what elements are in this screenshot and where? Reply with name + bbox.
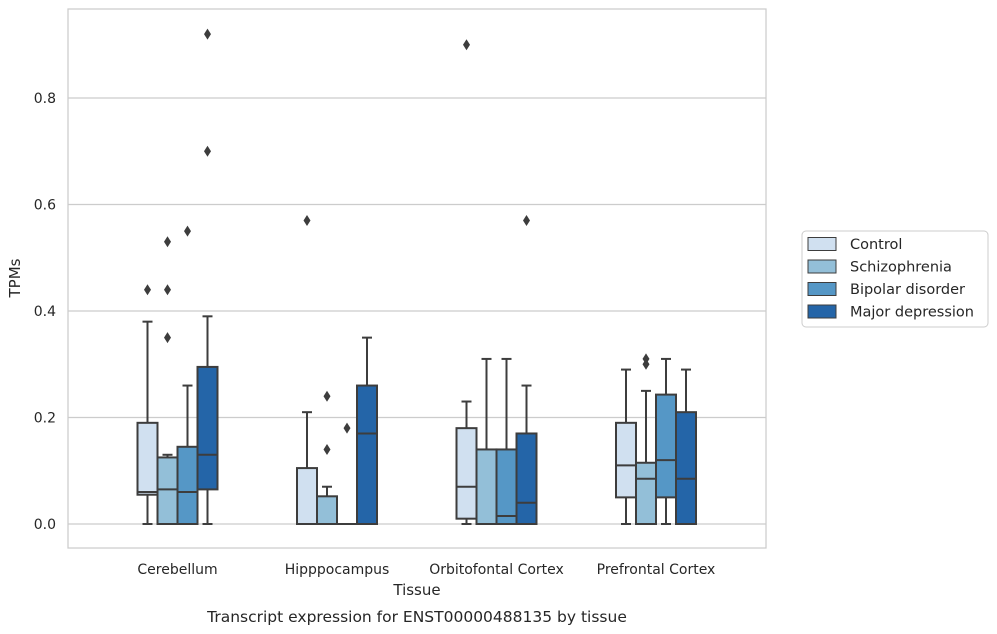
box-schizophrenia-cerebellum <box>156 236 179 525</box>
x-tick-label: Orbitofontal Cortex <box>429 562 564 578</box>
box-body <box>495 448 518 526</box>
y-tick-label: 0.0 <box>34 517 56 533</box>
box-bipolar-disorder-orbitofontal-cortex <box>495 357 518 526</box>
legend-swatch <box>807 259 837 274</box>
legend-label: Control <box>850 237 902 253</box>
legend: Control Schizophrenia Bipolar disorder Majo… <box>801 230 989 328</box>
y-axis-label: TPMs <box>6 258 24 298</box>
box-control-orbitofontal-cortex <box>455 39 478 525</box>
outlier-point <box>204 28 211 40</box>
box-bipolar-disorder-prefrontal-cortex <box>655 357 677 525</box>
box-major-depression-prefrontal-cortex <box>675 368 697 525</box>
plot-area-frame <box>67 8 767 549</box>
box-bipolar-disorder-cerebellum <box>176 225 199 526</box>
box-body <box>655 393 677 499</box>
box-body <box>136 421 159 496</box>
outlier-point <box>164 332 171 344</box>
legend-swatch <box>807 237 837 251</box>
x-axis-label: Tissue <box>392 581 440 599</box>
box-body <box>316 495 338 525</box>
chart-caption: Transcript expression for ENST0000048813… <box>206 608 627 626</box>
box-control-hipppocampus <box>296 214 318 525</box>
box-body <box>615 421 637 499</box>
legend-label: Schizophrenia <box>850 260 952 276</box>
x-tick-label: Hipppocampus <box>285 562 390 578</box>
outlier-point <box>204 145 211 157</box>
legend-frame <box>801 230 989 328</box>
x-tick-label: Cerebellum <box>137 562 217 578</box>
legend-label: Bipolar disorder <box>850 282 965 298</box>
y-tick-label: 0.6 <box>34 198 56 214</box>
outlier-point <box>343 422 351 434</box>
box-body <box>356 384 378 525</box>
box-schizophrenia-orbitofontal-cortex <box>475 357 498 526</box>
box-control-cerebellum <box>136 284 159 525</box>
outlier-point <box>523 214 530 226</box>
box-bipolar-disorder-hipppocampus <box>337 422 357 525</box>
box-body <box>475 448 498 526</box>
y-tick-label: 0.4 <box>34 304 56 320</box>
box-groups <box>136 28 697 526</box>
box-schizophrenia-prefrontal-cortex <box>635 353 657 526</box>
outlier-point <box>323 390 331 402</box>
box-body <box>635 461 657 526</box>
outlier-point <box>642 353 650 365</box>
x-tick-label: Prefrontal Cortex <box>597 562 716 578</box>
box-control-prefrontal-cortex <box>615 368 637 525</box>
box-body <box>156 456 179 525</box>
legend-swatch <box>807 304 837 319</box>
x-axis-ticks: Cerebellum Hipppocampus Orbitofontal Corte… <box>137 562 715 578</box>
box-major-depression-cerebellum <box>196 28 219 525</box>
y-tick-label: 0.8 <box>34 91 56 107</box>
legend-swatch <box>807 282 837 296</box>
outlier-point <box>184 225 191 237</box>
legend-label: Major depression <box>850 305 974 321</box>
box-major-depression-orbitofontal-cortex <box>515 214 538 526</box>
box-body <box>296 467 318 525</box>
box-body <box>675 411 697 525</box>
outlier-point <box>164 284 171 296</box>
outlier-point <box>463 39 470 51</box>
outlier-point <box>323 443 331 455</box>
y-tick-label: 0.2 <box>34 411 56 427</box>
box-body <box>176 445 199 526</box>
outlier-point <box>303 214 311 226</box>
box-major-depression-hipppocampus <box>356 336 378 525</box>
outlier-point <box>164 236 171 248</box>
outlier-point <box>144 284 151 296</box>
y-axis-ticks: 0.0 0.2 0.4 0.6 0.8 <box>34 91 56 533</box>
box-schizophrenia-hipppocampus <box>316 390 338 525</box>
box-body <box>196 365 219 491</box>
box-body <box>515 432 538 526</box>
box-body <box>455 427 478 520</box>
